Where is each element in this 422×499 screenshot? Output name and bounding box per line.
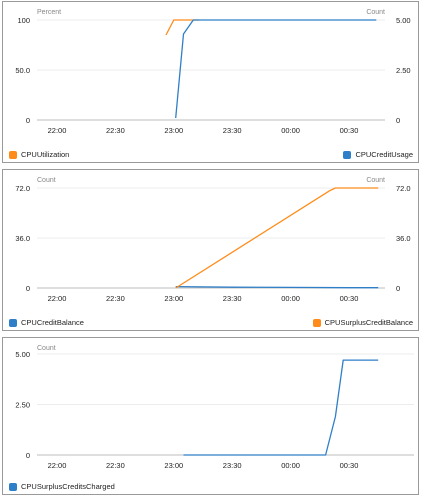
y-tick-label-left: 100 <box>17 16 30 25</box>
legend-item-cpu-credit-balance[interactable]: CPUCreditBalance <box>9 318 84 327</box>
x-tick-label: 00:30 <box>340 461 359 470</box>
x-tick-label: 23:00 <box>164 294 183 303</box>
legend-swatch <box>9 318 17 327</box>
legend-swatch <box>9 150 17 159</box>
chart-cpu-credit-balance: 72.0 36.0 0 72.0 36.0 0 Count Count 22:00 22:30 23… <box>15 177 411 303</box>
y-tick-label-left: 5.00 <box>15 350 30 359</box>
series-line-cpucreditbalance[interactable] <box>175 285 379 289</box>
x-tick-label: 22:30 <box>106 294 125 303</box>
legend-label: CPUCreditUsage <box>355 150 413 159</box>
x-tick-label: 22:30 <box>106 126 125 135</box>
chart-cpu-utilization: 100 50.0 0 5.00 2.50 0 Percent Count 22:00 22:30 2… <box>15 9 411 135</box>
x-tick-label: 00:00 <box>281 126 300 135</box>
chart-cpu-surplus-credits-charged: 5.00 2.50 0 Count 22:00 22:30 23:00 23:30 00:00 0… <box>15 345 414 470</box>
legend-swatch <box>9 482 17 491</box>
x-tick-label: 23:30 <box>223 126 242 135</box>
x-tick-label: 22:00 <box>48 461 67 470</box>
y-tick-label-right: 2.50 <box>396 66 411 75</box>
chart-panel-cpu-utilization: 100 50.0 0 5.00 2.50 0 Percent Count 22:00 22:30 2… <box>2 1 419 163</box>
legend-item-cpu-credit-usage[interactable]: CPUCreditUsage <box>343 150 413 159</box>
y-tick-label-right: 0 <box>396 116 400 125</box>
x-tick-label: 22:30 <box>106 461 125 470</box>
series-line-cpucreditusage[interactable] <box>175 19 377 119</box>
chart-panel-cpu-credit-balance: 72.0 36.0 0 72.0 36.0 0 Count Count 22:00 22:30 23… <box>2 169 419 331</box>
y-axis-title-left: Count <box>37 177 56 184</box>
series-line-cpusurpluscreditbalance[interactable] <box>175 187 379 289</box>
chart-panel-cpu-surplus-credits-charged: 5.00 2.50 0 Count 22:00 22:30 23:00 23:30 00:00 0… <box>2 337 419 495</box>
y-axis-title-left: Count <box>37 345 56 352</box>
x-tick-label: 23:00 <box>164 461 183 470</box>
legend-label: CPUUtilization <box>21 150 70 159</box>
y-tick-label-left: 50.0 <box>15 66 30 75</box>
x-tick-label: 23:00 <box>164 126 183 135</box>
x-tick-label: 00:00 <box>281 294 300 303</box>
legend-swatch <box>343 150 352 159</box>
y-tick-label-left: 72.0 <box>15 184 30 193</box>
legend-label: CPUSurplusCreditBalance <box>324 318 413 327</box>
y-axis-title-left: Percent <box>37 9 61 16</box>
x-tick-label: 23:30 <box>223 461 242 470</box>
legend-item-cpu-surplus-credit-balance[interactable]: CPUSurplusCreditBalance <box>312 318 413 327</box>
y-tick-label-left: 36.0 <box>15 234 30 243</box>
series-line-cpuutilization[interactable] <box>165 19 200 36</box>
series-line-cpusurpluscreditscharged[interactable] <box>183 359 379 456</box>
legend-item-cpu-surplus-credits-charged[interactable]: CPUSurplusCreditsCharged <box>9 482 115 491</box>
y-tick-label-left: 0 <box>26 284 30 293</box>
y-tick-label-left: 2.50 <box>15 401 30 410</box>
y-tick-label-right: 36.0 <box>396 234 411 243</box>
x-tick-label: 00:00 <box>281 461 300 470</box>
y-tick-label-left: 0 <box>26 451 30 460</box>
y-tick-label-right: 0 <box>396 284 400 293</box>
x-tick-label: 23:30 <box>223 294 242 303</box>
legend-label: CPUCreditBalance <box>21 318 84 327</box>
y-tick-label-right: 5.00 <box>396 16 411 25</box>
y-tick-label-right: 72.0 <box>396 184 411 193</box>
legend-label: CPUSurplusCreditsCharged <box>21 482 115 491</box>
y-tick-label-left: 0 <box>26 116 30 125</box>
x-tick-label: 00:30 <box>340 294 359 303</box>
x-tick-label: 22:00 <box>48 294 67 303</box>
y-axis-title-right: Count <box>366 177 385 184</box>
x-tick-label: 22:00 <box>48 126 67 135</box>
legend-swatch <box>312 318 321 327</box>
x-tick-label: 00:30 <box>340 126 359 135</box>
legend-item-cpu-utilization[interactable]: CPUUtilization <box>9 150 69 159</box>
y-axis-title-right: Count <box>366 9 385 16</box>
